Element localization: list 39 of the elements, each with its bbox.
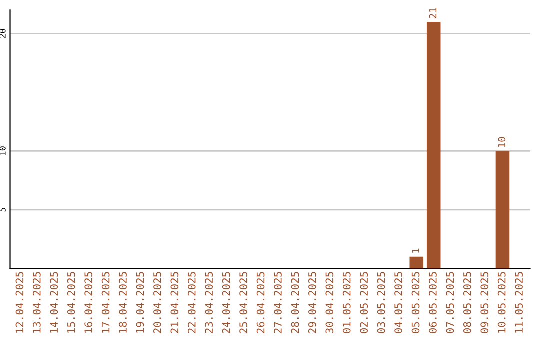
x-tick-label: 19.04.2025 xyxy=(136,272,144,333)
x-tick-label: 16.04.2025 xyxy=(84,272,93,333)
x-tick-label: 12.04.2025 xyxy=(16,272,24,333)
x-tick-label: 14.04.2025 xyxy=(50,272,58,333)
x-tick-label: 25.04.2025 xyxy=(240,272,248,334)
x-tick-label: 09.05.2025 xyxy=(480,272,489,334)
x-tick-label: 08.05.2025 xyxy=(463,272,472,334)
x-tick-label: 30.04.2025 xyxy=(326,272,334,334)
x-tick-label: 17.04.2025 xyxy=(102,272,110,333)
x-tick-label: 01.05.2025 xyxy=(342,272,351,334)
y-tick-label: 10 xyxy=(0,146,6,156)
x-tick-label: 02.05.2025 xyxy=(360,272,368,334)
x-tick-label: 13.04.2025 xyxy=(32,272,41,333)
x-tick-label: 04.05.2025 xyxy=(394,272,402,334)
data-label: 1 xyxy=(412,248,420,253)
x-tick-label: 10.05.2025 xyxy=(498,272,506,333)
data-label: 10 xyxy=(498,137,506,148)
x-tick-label: 23.04.2025 xyxy=(205,272,214,334)
x-tick-label: 27.04.2025 xyxy=(274,272,282,334)
x-tick-label: 28.04.2025 xyxy=(291,272,300,334)
x-tick-label: 20.04.2025 xyxy=(154,272,162,334)
x-tick-label: 24.04.2025 xyxy=(222,272,230,334)
x-tick-label: 22.04.2025 xyxy=(188,272,196,334)
bar xyxy=(410,256,424,269)
x-tick-label: 29.04.2025 xyxy=(308,272,316,334)
x-tick-label: 18.04.2025 xyxy=(119,272,127,333)
y-tick-label: 5 xyxy=(0,208,6,212)
x-tick-label: 07.05.2025 xyxy=(446,272,454,334)
data-label: 21 xyxy=(429,8,437,18)
x-tick-label: 03.05.2025 xyxy=(377,272,386,334)
bar xyxy=(496,151,510,269)
bar xyxy=(426,22,441,269)
x-tick-label: 21.04.2025 xyxy=(170,272,179,334)
x-tick-label: 06.05.2025 xyxy=(429,272,437,334)
x-tick-label: 11.05.2025 xyxy=(515,272,523,333)
y-tick-label: 20 xyxy=(0,29,6,38)
x-tick-label: 15.04.2025 xyxy=(67,272,76,333)
x-tick-label: 05.05.2025 xyxy=(412,272,420,334)
x-tick-label: 26.04.2025 xyxy=(256,272,265,334)
